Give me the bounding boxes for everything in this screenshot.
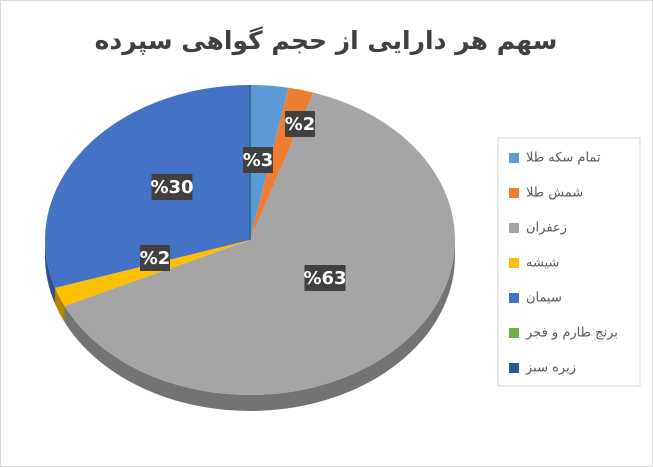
slice: [64, 92, 456, 395]
legend-label: زعفران: [526, 221, 567, 236]
value-label: %3: [243, 150, 274, 171]
legend-label: سیمان: [526, 291, 562, 306]
legend-swatch: [509, 258, 519, 268]
value-label: %2: [140, 248, 171, 269]
legend-swatch: [509, 328, 519, 338]
legend-swatch: [509, 153, 519, 163]
value-label-bg: [304, 265, 346, 291]
legend: تمام سکه طلا شمش طلا زعفران شیشه سیمان برنج ط…: [509, 151, 618, 376]
slice-side: [55, 287, 65, 322]
value-label-bg: [140, 245, 170, 271]
legend-label: زیره سبز: [525, 361, 576, 376]
legend-swatch: [509, 293, 519, 303]
value-label: %30: [150, 177, 193, 198]
legend-swatch: [509, 363, 519, 373]
slice: [55, 240, 250, 306]
value-label-bg: [243, 147, 273, 173]
legend-label: تمام سکه طلا: [526, 151, 601, 166]
value-label: %63: [303, 268, 346, 289]
value-label: %2: [285, 114, 316, 135]
chart-title: سهم هر دارایی از حجم گواهی سپرده: [95, 26, 558, 56]
legend-label: شمش طلا: [526, 186, 583, 201]
pie: %3 %2 %63 %2 %30: [44, 85, 456, 411]
legend-swatch: [509, 188, 519, 198]
value-label-bg: [285, 111, 315, 137]
legend-label: برنج طارم و فجر: [525, 326, 618, 341]
legend-label: شیشه: [526, 256, 559, 271]
slice: [44, 85, 251, 288]
slice-side: [45, 240, 56, 304]
value-label-bg: [151, 174, 193, 200]
legend-swatch: [509, 223, 519, 233]
legend-box: [497, 137, 641, 387]
